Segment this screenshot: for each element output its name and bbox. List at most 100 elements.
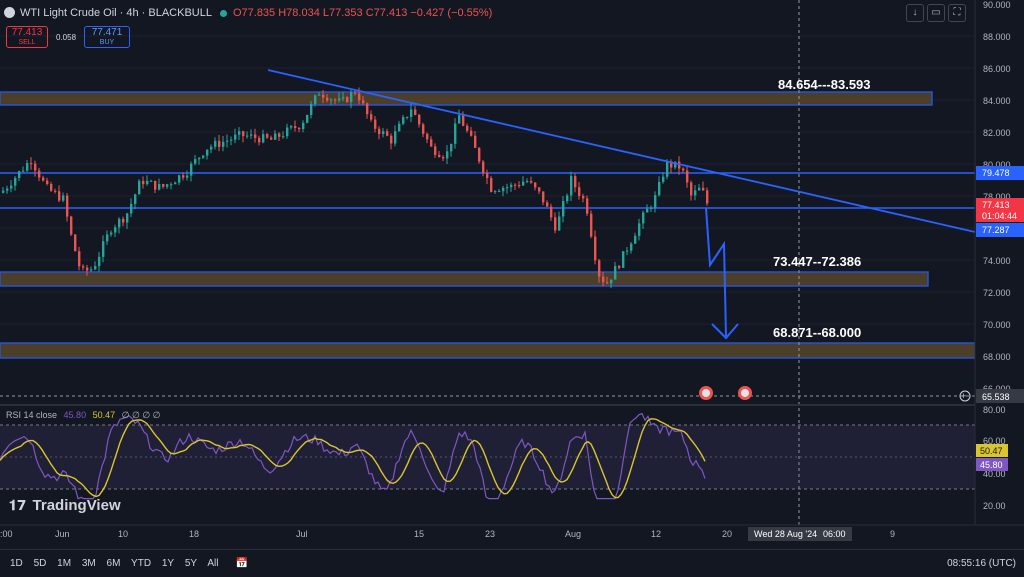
candle-body bbox=[330, 99, 333, 101]
candle-body bbox=[574, 176, 577, 188]
arrow-down-icon[interactable]: ↓ bbox=[906, 4, 924, 22]
timeframe-ytd[interactable]: YTD bbox=[131, 558, 152, 569]
candle-body bbox=[606, 282, 609, 284]
candle-body bbox=[630, 243, 633, 251]
candle-body bbox=[154, 180, 157, 190]
candle-body bbox=[210, 146, 213, 150]
candle-body bbox=[390, 135, 393, 144]
candle-body bbox=[546, 202, 549, 207]
candle-body bbox=[374, 119, 377, 129]
candle-body bbox=[446, 151, 449, 159]
candle-body bbox=[594, 236, 597, 261]
candle-body bbox=[234, 134, 237, 140]
candle-body bbox=[86, 267, 89, 271]
candle-body bbox=[178, 175, 181, 183]
svg-text:70.000: 70.000 bbox=[983, 320, 1011, 330]
timeframe-1y[interactable]: 1Y bbox=[161, 558, 175, 569]
candle-body bbox=[226, 140, 229, 142]
timeframe-1m[interactable]: 1M bbox=[57, 558, 72, 569]
candle-body bbox=[114, 227, 117, 233]
rsi-legend[interactable]: RSI 14 close 45.80 50.47 ∅ ∅ ∅ ∅ bbox=[6, 410, 161, 421]
candle-body bbox=[578, 187, 581, 196]
candle-body bbox=[62, 195, 65, 201]
svg-text:Jul: Jul bbox=[296, 529, 308, 539]
maximize-icon[interactable]: ⛶ bbox=[948, 4, 966, 22]
candle-body bbox=[74, 234, 77, 252]
candle-body bbox=[334, 99, 337, 101]
us-flag-event-icon[interactable] bbox=[699, 386, 713, 400]
zone-label-lower: 68.871--68.000 bbox=[773, 325, 861, 340]
crosshair-price-badge: + 65.538 bbox=[959, 389, 1024, 403]
candle-body bbox=[358, 93, 361, 101]
symbol-icon bbox=[4, 7, 15, 18]
calendar-icon[interactable]: 📅 bbox=[235, 558, 248, 569]
candle-body bbox=[6, 188, 9, 191]
svg-text:74.000: 74.000 bbox=[983, 256, 1011, 266]
candle-body bbox=[366, 103, 369, 115]
candle-body bbox=[158, 184, 161, 190]
level-badge-upper: 79.478 bbox=[976, 166, 1024, 180]
sell-price: 77.413 bbox=[11, 27, 43, 38]
candle-body bbox=[602, 276, 605, 283]
close-value: C77.413 bbox=[365, 7, 408, 19]
sell-button[interactable]: 77.413 SELL bbox=[6, 26, 48, 48]
candle-body bbox=[166, 184, 169, 187]
svg-text:60.00: 60.00 bbox=[983, 436, 1006, 446]
timeframe-selector: 1D 5D 1M 3M 6M YTD 1Y 5Y All bbox=[10, 558, 226, 569]
candle-body bbox=[170, 184, 173, 186]
buy-button[interactable]: 77.471 BUY bbox=[84, 26, 130, 48]
collapse-icon[interactable]: ▭ bbox=[927, 4, 945, 22]
rsi-value: 45.80 bbox=[63, 410, 87, 420]
candle-body bbox=[686, 170, 689, 183]
candle-body bbox=[2, 190, 5, 193]
candle-body bbox=[370, 114, 373, 120]
market-open-icon bbox=[219, 9, 227, 17]
rsi-value-badge: 45.80 bbox=[976, 458, 1008, 471]
candle-body bbox=[90, 269, 93, 271]
candle-body bbox=[538, 187, 541, 192]
candle-body bbox=[614, 266, 617, 280]
buy-label: BUY bbox=[99, 39, 115, 46]
rsi-band bbox=[0, 425, 975, 489]
candle-body bbox=[490, 178, 493, 192]
timeframe-all[interactable]: All bbox=[207, 558, 219, 569]
svg-text:Wed 28 Aug '24: Wed 28 Aug '24 bbox=[754, 529, 817, 539]
candle-body bbox=[134, 194, 137, 204]
candle-body bbox=[286, 127, 289, 137]
candle-body bbox=[470, 130, 473, 136]
candle-body bbox=[42, 177, 45, 181]
svg-text:06:00: 06:00 bbox=[823, 529, 846, 539]
timeframe-5y[interactable]: 5Y bbox=[184, 558, 198, 569]
zone-lower bbox=[0, 342, 976, 359]
candle-body bbox=[650, 207, 653, 209]
candle-body bbox=[38, 170, 41, 178]
candle-body bbox=[66, 195, 69, 217]
timeframe-1d[interactable]: 1D bbox=[10, 558, 23, 569]
svg-text:88.000: 88.000 bbox=[983, 32, 1011, 42]
candle-body bbox=[122, 218, 125, 223]
clock[interactable]: 08:55:16 (UTC) bbox=[947, 558, 1016, 569]
symbol-title[interactable]: WTI Light Crude Oil · 4h · BLACKBULL bbox=[20, 7, 212, 19]
candle-body bbox=[206, 149, 209, 156]
timeframe-5d[interactable]: 5D bbox=[33, 558, 47, 569]
us-flag-event-icon[interactable] bbox=[738, 386, 752, 400]
candle-body bbox=[246, 135, 249, 137]
tradingview-logo[interactable]: 𝟏𝟳 TradingView bbox=[9, 497, 121, 514]
projection-arrow-head bbox=[711, 323, 739, 340]
timeframe-3m[interactable]: 3M bbox=[81, 558, 96, 569]
projection-arrow bbox=[705, 207, 727, 337]
candle-body bbox=[186, 175, 189, 178]
candle-body bbox=[414, 109, 417, 115]
candle-body bbox=[146, 180, 149, 185]
level-badge-lower: 77.287 bbox=[976, 223, 1024, 237]
candle-body bbox=[530, 181, 533, 183]
candle-body bbox=[278, 133, 281, 137]
candle-body bbox=[202, 155, 205, 158]
sell-label: SELL bbox=[18, 39, 36, 46]
pane-tools: ↓ ▭ ⛶ bbox=[906, 4, 966, 22]
crosshair-time-badge: Wed 28 Aug '24 06:00 bbox=[748, 527, 852, 541]
timeframe-6m[interactable]: 6M bbox=[106, 558, 121, 569]
svg-text:79.478: 79.478 bbox=[982, 168, 1010, 178]
candle-body bbox=[298, 127, 301, 130]
